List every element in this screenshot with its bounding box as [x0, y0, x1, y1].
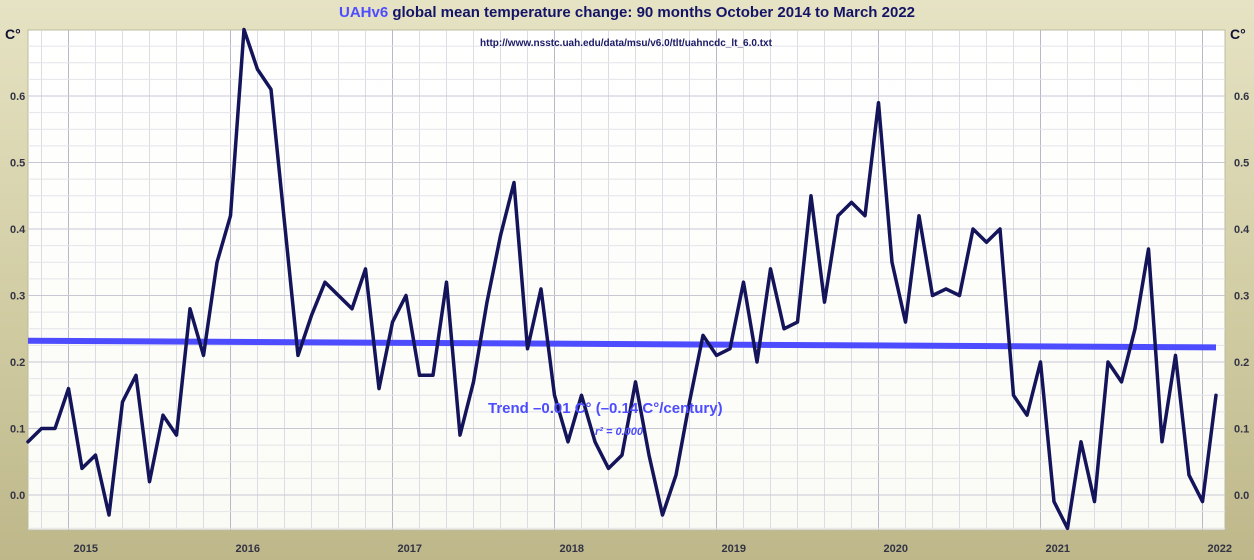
y-tick-label: 0.2 — [1234, 357, 1249, 369]
title-highlight: UAHv6 — [338, 4, 389, 21]
y-tick-label: 0.6 — [10, 91, 25, 103]
x-tick-label: 2020 — [884, 543, 908, 555]
y-tick-label: 0.4 — [1234, 224, 1250, 236]
y-tick-label: 0.1 — [10, 424, 25, 436]
temperature-series-line — [26, 27, 1218, 531]
x-tick-label: 2019 — [722, 543, 746, 555]
y-tick-label: 0.0 — [1234, 490, 1249, 502]
chart-title: UAHv6 global mean temperature change: 90… — [0, 4, 1254, 21]
y-tick-label: 0.3 — [10, 291, 25, 303]
y-tick-label: 0.0 — [10, 490, 25, 502]
x-tick-label: 2018 — [560, 543, 584, 555]
data-source-url: http://www.nsstc.uah.edu/data/msu/v6.0/t… — [480, 38, 772, 49]
x-tick-label: 2017 — [398, 543, 422, 555]
y-tick-label: 0.5 — [1234, 158, 1249, 170]
x-tick-label: 2016 — [236, 543, 260, 555]
y-tick-label: 0.2 — [10, 357, 25, 369]
r-squared-label: r² = 0.000 — [595, 426, 644, 438]
x-tick-label: 2015 — [74, 543, 98, 555]
y-tick-label: 0.6 — [1234, 91, 1249, 103]
y-unit-left: C° — [5, 26, 21, 42]
x-tick-labels: 2015 2016 2017 2018 2019 2020 2021 2022 — [74, 543, 1232, 555]
y-tick-label: 0.1 — [1234, 424, 1249, 436]
plot-area — [27, 29, 1226, 531]
title-text: global mean temperature change: 90 month… — [388, 4, 916, 21]
y-tick-label: 0.4 — [10, 224, 26, 236]
y-tick-label: 0.3 — [1234, 291, 1249, 303]
trend-label: Trend –0.01 C° (–0.14 C°/century) — [488, 400, 723, 417]
x-tick-label: 2022 — [1208, 543, 1232, 555]
y-tick-labels-left: 0.0 0.1 0.2 0.3 0.4 0.5 0.6 — [10, 91, 26, 502]
y-tick-label: 0.5 — [10, 158, 25, 170]
x-tick-label: 2021 — [1046, 543, 1070, 555]
vertical-grid — [41, 30, 1203, 530]
y-unit-right: C° — [1230, 26, 1246, 42]
trend-line — [27, 337, 1217, 351]
y-tick-labels-right: 0.0 0.1 0.2 0.3 0.4 0.5 0.6 — [1234, 91, 1250, 502]
